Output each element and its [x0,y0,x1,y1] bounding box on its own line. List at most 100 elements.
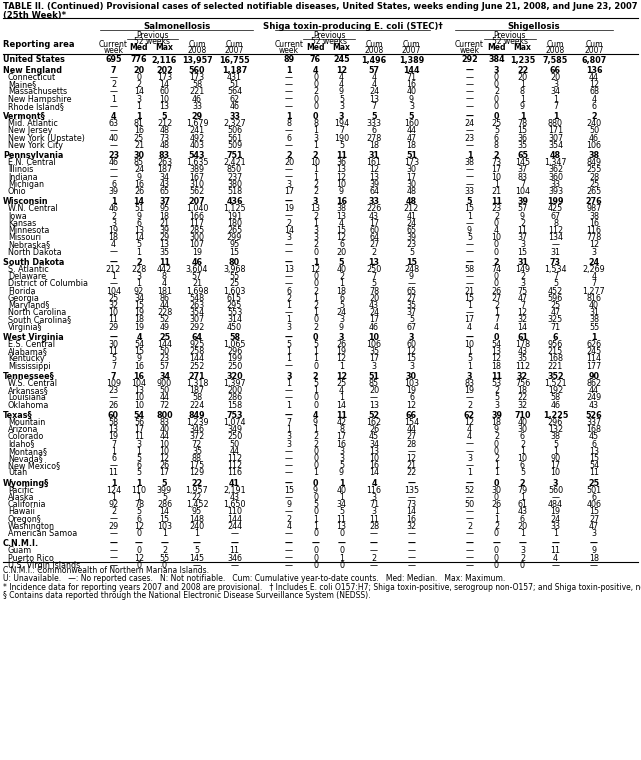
Text: 44: 44 [160,394,169,402]
Text: 11: 11 [108,468,119,477]
Text: 40: 40 [108,134,119,143]
Text: 2008: 2008 [546,46,565,55]
Text: 45: 45 [369,432,379,442]
Text: 13: 13 [160,102,169,111]
Text: 46: 46 [108,204,119,214]
Text: —: — [465,333,474,342]
Text: 1: 1 [339,394,344,402]
Text: —: — [465,112,474,121]
Text: 0: 0 [494,73,499,82]
Text: 9: 9 [339,468,344,477]
Text: 4: 4 [287,521,292,530]
Text: 2007: 2007 [585,46,604,55]
Text: 30: 30 [108,340,119,349]
Text: 4: 4 [313,410,318,420]
Text: 6: 6 [553,333,558,342]
Text: 15: 15 [589,508,599,516]
Text: 60: 60 [406,340,417,349]
Text: 168: 168 [587,425,601,434]
Text: 14: 14 [160,508,169,516]
Text: 17: 17 [465,315,474,325]
Text: 2: 2 [467,401,472,410]
Text: 1: 1 [339,362,344,371]
Text: 240: 240 [587,119,601,128]
Text: —: — [465,179,474,188]
Text: 6: 6 [287,134,292,143]
Text: 380: 380 [227,179,242,188]
Text: 310: 310 [190,179,204,188]
Text: 18: 18 [337,287,347,296]
Text: 1: 1 [287,347,292,356]
Text: 7: 7 [111,439,116,448]
Text: 18: 18 [589,553,599,562]
Text: 255: 255 [587,166,602,174]
Text: 7: 7 [371,102,376,111]
Text: 44: 44 [160,432,169,442]
Text: 7: 7 [111,362,116,371]
Text: 48: 48 [550,151,561,160]
Text: 10: 10 [369,454,379,463]
Text: 30: 30 [517,425,528,434]
Text: 132: 132 [548,425,563,434]
Text: 3: 3 [339,454,344,463]
Text: 38: 38 [337,204,347,214]
Text: 2007: 2007 [225,46,244,55]
Text: 221: 221 [548,362,563,371]
Text: 4: 4 [339,219,344,228]
Text: 3: 3 [494,65,499,74]
Text: 116: 116 [587,226,601,235]
Text: 112: 112 [515,362,530,371]
Text: South Dakota: South Dakota [3,258,64,267]
Text: 389: 389 [190,166,204,174]
Text: 5: 5 [371,280,376,288]
Text: 0: 0 [494,546,499,556]
Text: 292: 292 [461,55,478,65]
Text: 78: 78 [517,119,528,128]
Text: 6: 6 [409,394,414,402]
Text: 16,755: 16,755 [219,55,250,65]
Text: 2: 2 [287,293,292,302]
Text: 31: 31 [551,248,560,257]
Text: 8: 8 [339,425,344,434]
Text: week: week [460,46,479,55]
Text: 38: 38 [465,158,474,167]
Text: 5: 5 [313,500,318,509]
Text: 39: 39 [369,179,379,188]
Text: 292: 292 [189,322,204,331]
Text: 278: 278 [367,134,381,143]
Text: 1: 1 [287,315,292,325]
Text: 21: 21 [192,280,202,288]
Text: 23: 23 [108,386,119,395]
Text: 43: 43 [589,401,599,410]
Text: 25: 25 [108,293,119,302]
Text: 173: 173 [157,73,172,82]
Text: —: — [110,166,117,174]
Text: 192: 192 [548,386,563,395]
Text: 13: 13 [369,173,379,182]
Text: —: — [285,197,293,206]
Text: —: — [285,546,293,556]
Text: 54: 54 [492,340,501,349]
Text: —: — [285,529,293,538]
Text: 2: 2 [313,179,318,188]
Text: 1: 1 [313,308,318,317]
Text: Arkansas§: Arkansas§ [8,386,49,395]
Text: —: — [110,394,117,402]
Text: 2: 2 [467,521,472,530]
Text: 1,534: 1,534 [544,265,567,274]
Text: 34: 34 [337,500,347,509]
Text: 1: 1 [137,447,142,456]
Text: 0: 0 [339,529,344,538]
Text: 17: 17 [160,468,170,477]
Text: 1: 1 [287,112,292,121]
Text: 349: 349 [227,425,242,434]
Text: 17: 17 [369,315,379,325]
Text: 295: 295 [227,301,242,310]
Text: 50: 50 [229,439,240,448]
Text: 32: 32 [108,301,119,310]
Text: —: — [465,546,474,556]
Text: 28: 28 [589,173,599,182]
Text: 34: 34 [134,293,144,302]
Text: 4: 4 [592,272,597,281]
Text: 850: 850 [227,166,242,174]
